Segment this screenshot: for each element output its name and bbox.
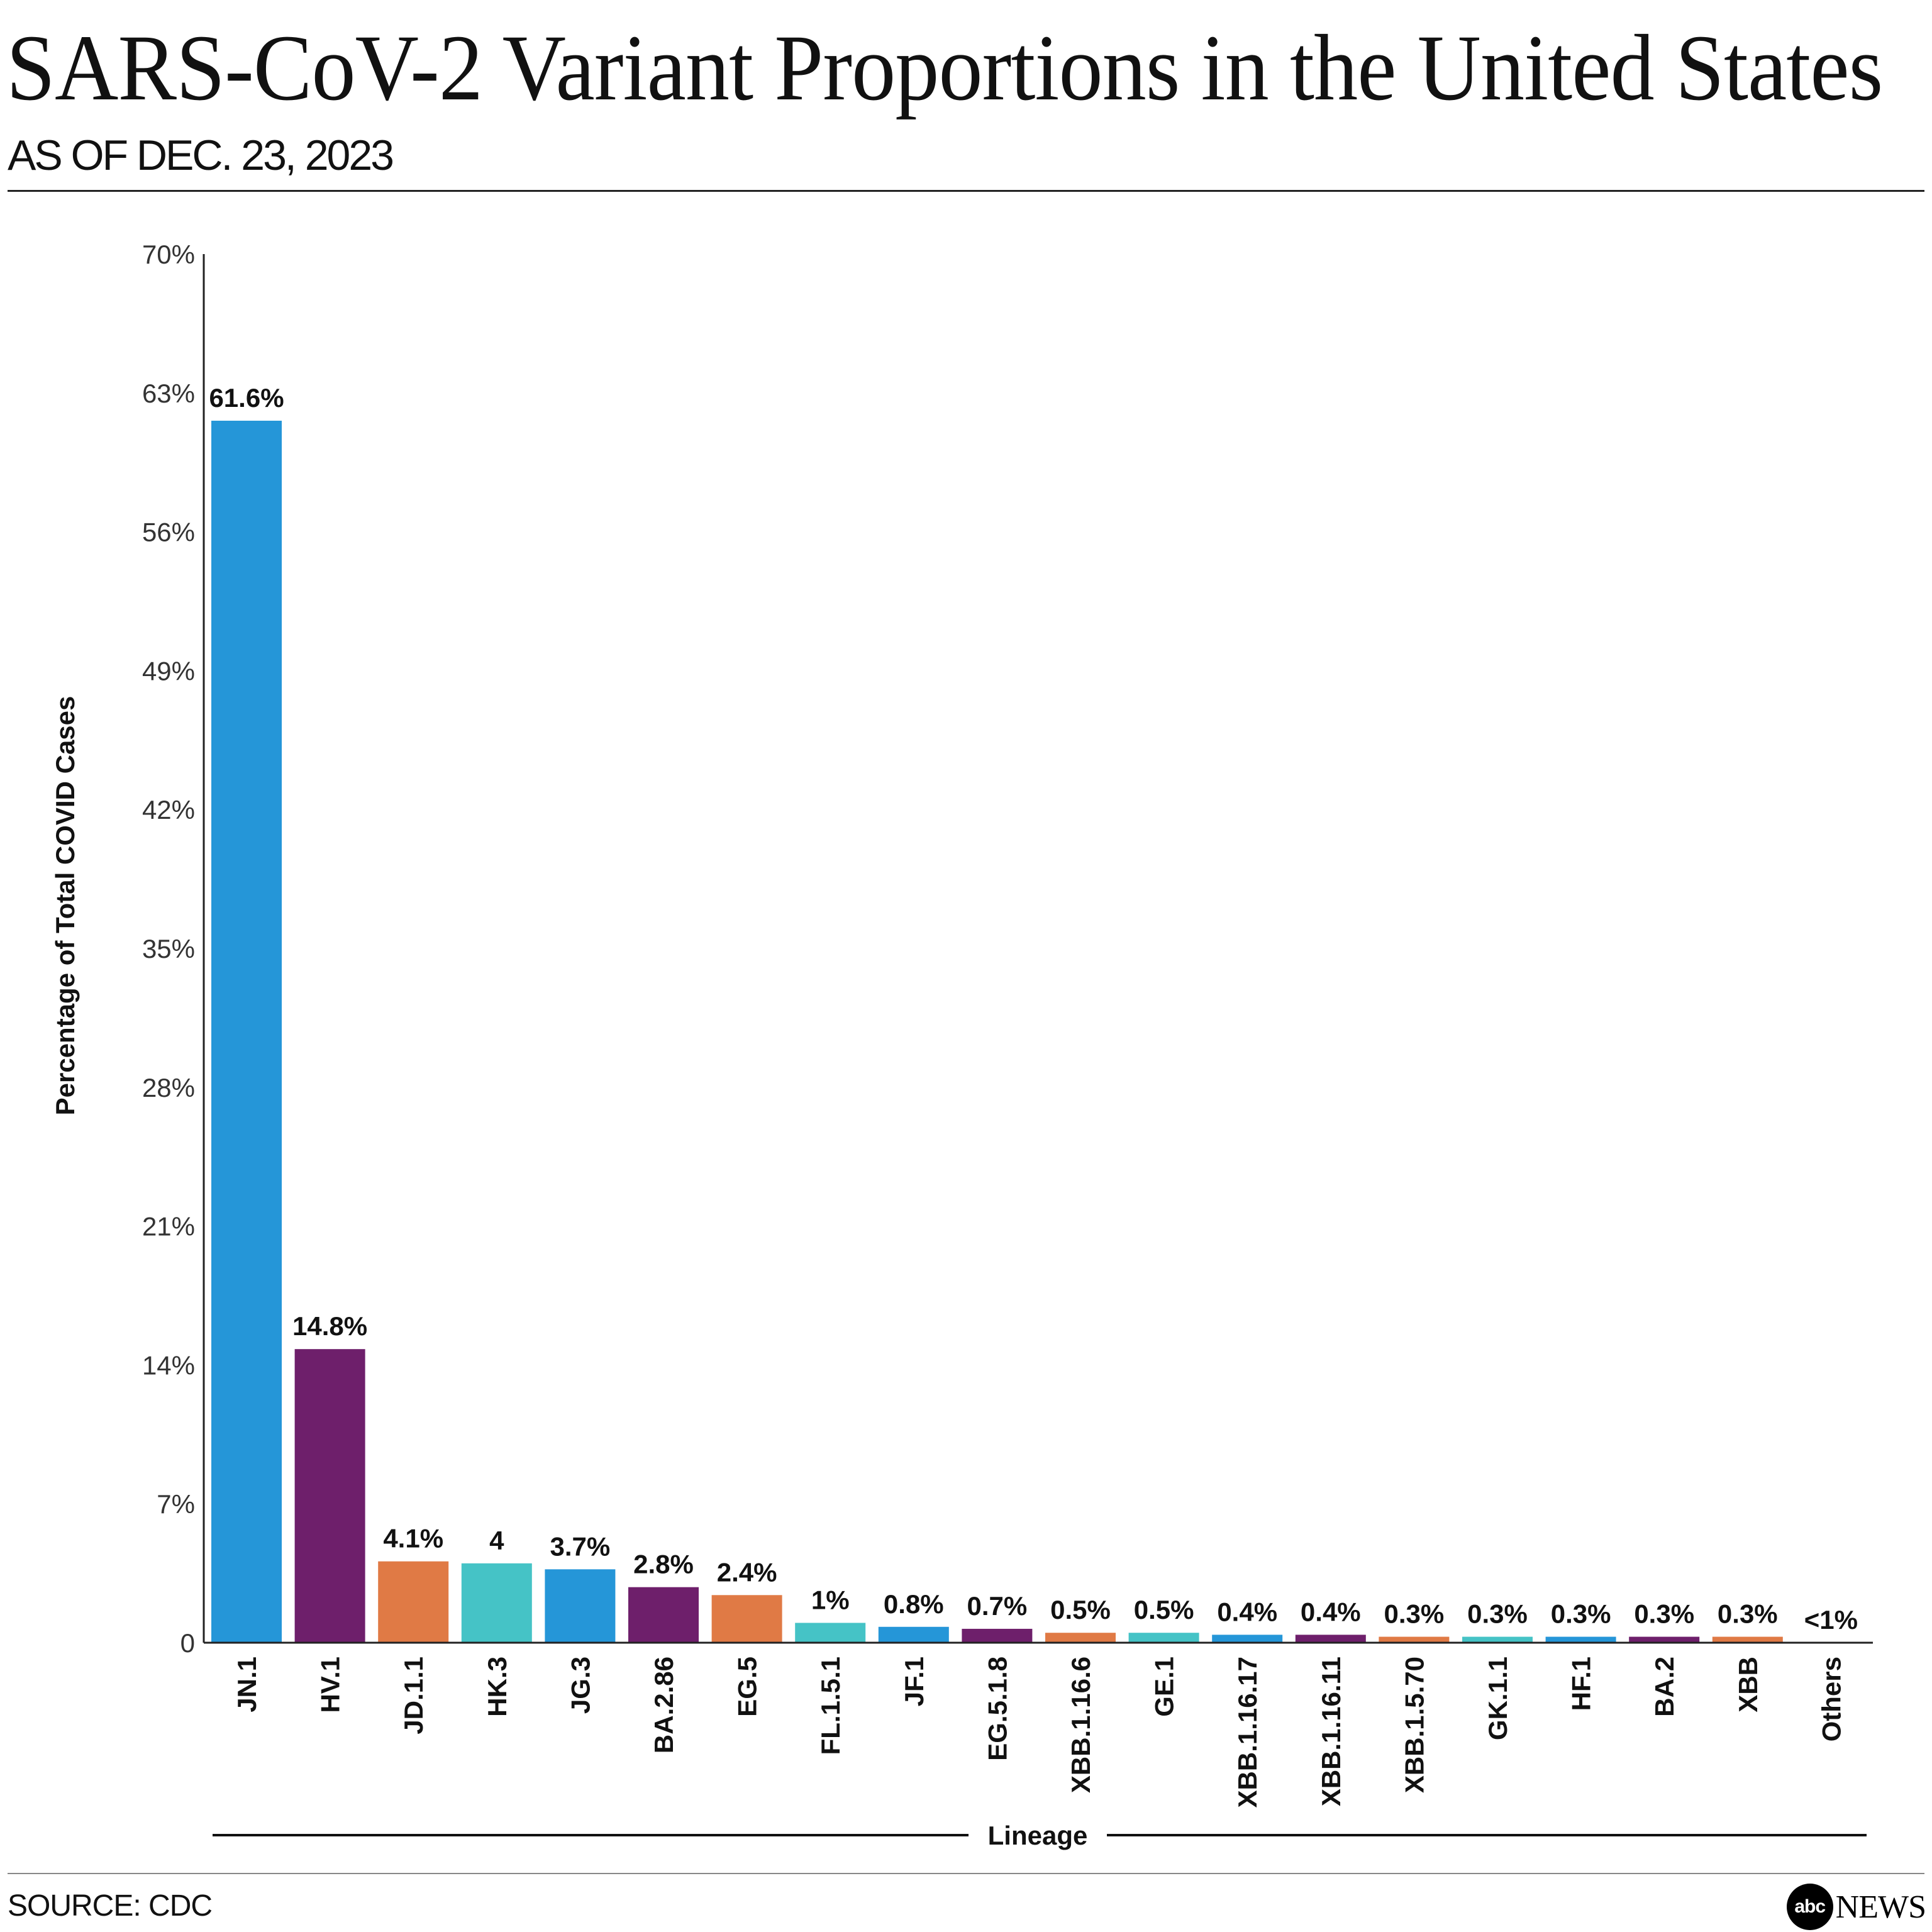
data-label: 0.3% xyxy=(1467,1599,1528,1629)
category-label: FL.1.5.1 xyxy=(816,1657,845,1755)
bar xyxy=(1212,1635,1283,1643)
bar xyxy=(1379,1636,1450,1643)
category-label: BA.2 xyxy=(1650,1657,1679,1717)
x-axis-title-group: Lineage xyxy=(213,1821,1867,1850)
y-axis-title: Percentage of Total COVID Cases xyxy=(50,696,80,1116)
bar xyxy=(1712,1636,1783,1643)
category-label: XBB.1.16.6 xyxy=(1066,1657,1096,1793)
category-label: EG.5.1.8 xyxy=(982,1657,1012,1761)
data-label: 0.3% xyxy=(1718,1599,1778,1629)
data-label: 1% xyxy=(811,1585,850,1614)
footer-divider xyxy=(8,1873,1924,1874)
bar xyxy=(1045,1633,1116,1643)
data-label: 4 xyxy=(489,1526,504,1555)
data-label: <1% xyxy=(1804,1605,1858,1635)
chart-subtitle: AS OF DEC. 23, 2023 xyxy=(8,131,394,179)
data-label: 2.4% xyxy=(717,1557,777,1587)
bar xyxy=(545,1569,616,1643)
bars: 61.6% 14.8% 4.1% 4 3.7% 2.8% 2.4% 1% 0.8% 0.7% 0.5… xyxy=(209,383,1858,1643)
header-divider xyxy=(8,190,1924,192)
y-tick-label: 63% xyxy=(142,379,195,408)
category-label: JN.1 xyxy=(232,1657,262,1713)
data-label: 4.1% xyxy=(383,1524,443,1553)
bar xyxy=(1295,1635,1366,1643)
data-label: 14.8% xyxy=(292,1311,367,1341)
bar xyxy=(1128,1633,1199,1643)
data-label: 0.5% xyxy=(1134,1595,1194,1624)
bar xyxy=(628,1587,699,1643)
category-label: JF.1 xyxy=(899,1657,929,1706)
data-label: 0.3% xyxy=(1634,1599,1694,1629)
bar xyxy=(795,1623,866,1643)
data-label: 0.7% xyxy=(967,1591,1028,1621)
category-label: XBB.1.16.17 xyxy=(1233,1657,1262,1807)
chart-title: SARS-CoV-2 Variant Proportions in the Un… xyxy=(6,16,1883,120)
data-label: 2.8% xyxy=(633,1550,694,1579)
category-label: XBB.1.5.70 xyxy=(1399,1657,1429,1793)
data-label: 3.7% xyxy=(550,1531,611,1561)
y-tick-label: 21% xyxy=(142,1212,195,1241)
y-tick-label: 56% xyxy=(142,518,195,547)
y-tick-label: 14% xyxy=(142,1350,195,1380)
data-label: 0.4% xyxy=(1301,1597,1361,1626)
category-label: Others xyxy=(1816,1657,1846,1741)
y-tick-label: 35% xyxy=(142,934,195,963)
category-label: JD.1.1 xyxy=(399,1657,428,1735)
bar xyxy=(1629,1636,1700,1643)
y-tick-label: 70% xyxy=(142,240,195,269)
category-label: EG.5 xyxy=(733,1657,762,1717)
y-tick-label: 0 xyxy=(180,1628,195,1658)
bar xyxy=(1462,1636,1533,1643)
y-tick-label: 28% xyxy=(142,1073,195,1102)
category-label: HF.1 xyxy=(1567,1657,1596,1711)
category-label: JG.3 xyxy=(565,1657,595,1714)
bar xyxy=(211,420,282,1643)
y-tick-label: 7% xyxy=(157,1489,195,1519)
y-axis: 0 7% 14% 21% 28% 35% 42% 49% 56% 63% 70% xyxy=(142,240,205,1658)
category-label: BA.2.86 xyxy=(649,1657,679,1753)
y-tick-label: 42% xyxy=(142,795,195,824)
data-label: 0.8% xyxy=(884,1589,944,1619)
y-tick-label: 49% xyxy=(142,656,195,686)
data-label: 61.6% xyxy=(209,383,284,413)
bar xyxy=(294,1349,365,1643)
source-note: SOURCE: CDC xyxy=(8,1889,213,1923)
bar xyxy=(878,1626,949,1643)
bar xyxy=(1545,1636,1616,1643)
category-label: HV.1 xyxy=(316,1657,345,1713)
x-axis-title: Lineage xyxy=(988,1821,1088,1850)
abc-logo-text: NEWS xyxy=(1835,1889,1926,1925)
data-label: 0.3% xyxy=(1384,1599,1445,1629)
bar xyxy=(461,1563,532,1643)
bar xyxy=(378,1561,449,1643)
data-label: 0.3% xyxy=(1551,1599,1611,1629)
data-label: 0.4% xyxy=(1217,1597,1277,1626)
abc-logo-mark: abc xyxy=(1786,1884,1833,1930)
data-label: 0.5% xyxy=(1050,1595,1111,1624)
category-label: XBB.1.16.11 xyxy=(1316,1657,1346,1806)
bar xyxy=(711,1595,782,1643)
abc-news-logo: abc NEWS xyxy=(1786,1884,1926,1930)
category-label: HK.3 xyxy=(482,1657,512,1717)
bar xyxy=(962,1628,1033,1643)
category-label: GE.1 xyxy=(1150,1657,1179,1717)
category-label: GK.1.1 xyxy=(1483,1657,1513,1740)
category-label: XBB xyxy=(1733,1657,1763,1713)
x-axis: JN.1 HV.1 JD.1.1 HK.3 JG.3 BA.2.86 EG.5 FL.1.5.… xyxy=(204,1641,1873,1807)
